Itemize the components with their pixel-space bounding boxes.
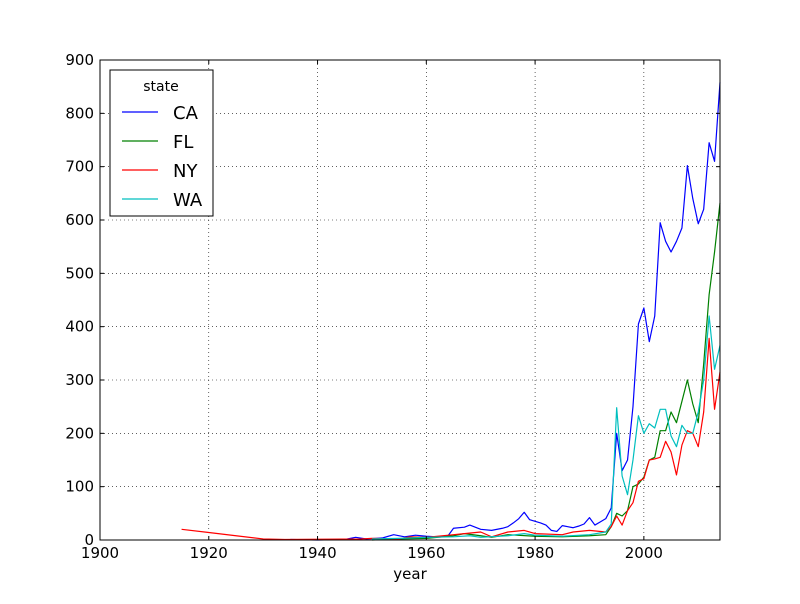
plot-frame xyxy=(99,59,721,541)
x-tick-label: 1980 xyxy=(516,544,554,562)
y-tick-label: 700 xyxy=(65,158,94,176)
x-tick-label: 1960 xyxy=(407,544,445,562)
y-tick-label: 800 xyxy=(65,104,94,122)
legend: state CA FL NY WA xyxy=(109,69,214,217)
series-lines xyxy=(181,82,721,541)
legend-label-ca: CA xyxy=(173,103,199,124)
legend-label-fl: FL xyxy=(173,132,193,153)
x-tick-label: 1940 xyxy=(298,544,336,562)
x-tick-label: 1900 xyxy=(81,544,119,562)
axis-ticks: 1900 1920 1940 1960 1980 2000 0 100 200 300 400 500… xyxy=(65,51,720,562)
legend-box xyxy=(109,69,214,217)
legend-label-wa: WA xyxy=(173,190,203,211)
y-tick-label: 300 xyxy=(65,371,94,389)
y-tick-label: 900 xyxy=(65,51,94,69)
x-tick-label: 1920 xyxy=(190,544,228,562)
series-line-wa xyxy=(371,315,721,540)
series-line-fl xyxy=(371,202,721,541)
y-tick-label: 500 xyxy=(65,264,94,282)
y-tick-label: 0 xyxy=(84,531,94,549)
y-tick-label: 200 xyxy=(65,424,94,442)
x-axis-label: year xyxy=(393,565,427,583)
legend-title: state xyxy=(143,79,178,95)
y-tick-label: 600 xyxy=(65,211,94,229)
x-tick-label: 2000 xyxy=(625,544,663,562)
legend-label-ny: NY xyxy=(173,161,198,182)
y-tick-label: 100 xyxy=(65,478,94,496)
y-tick-label: 400 xyxy=(65,318,94,336)
